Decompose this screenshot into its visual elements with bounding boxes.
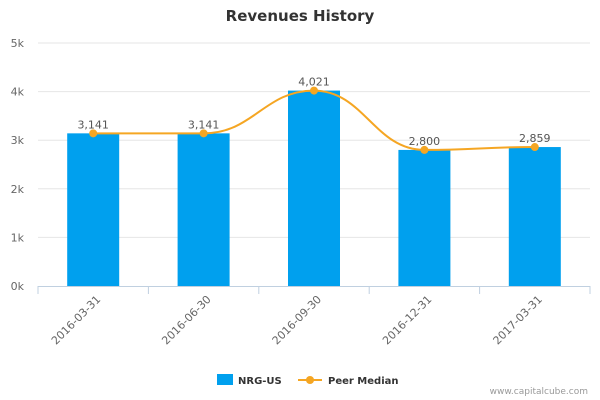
legend-marker-peer [306, 376, 314, 384]
legend[interactable]: NRG-US Peer Median [217, 374, 399, 387]
legend-label-nrg: NRG-US [238, 376, 282, 387]
y-tick-label: 5k [11, 37, 25, 50]
data-label-2016-03-31: 3,141 [77, 118, 109, 131]
y-tick-label: 0k [11, 280, 25, 293]
bar-2016-03-31 [67, 133, 120, 286]
legend-label-peer: Peer Median [328, 376, 399, 387]
data-label-2017-03-31: 2,859 [519, 132, 551, 145]
x-tick-label: 2016-09-30 [270, 293, 324, 347]
y-tick-label: 2k [11, 183, 25, 196]
legend-swatch-nrg [217, 374, 233, 385]
peer-median-point-2017-03-31 [530, 143, 539, 152]
data-label-2016-12-31: 2,800 [409, 135, 441, 148]
peer-median-line-group [89, 86, 539, 154]
bar-2016-06-30 [177, 133, 230, 286]
bar-2016-09-30 [288, 90, 340, 286]
peer-median-point-2016-06-30 [199, 129, 208, 138]
bars-group [67, 90, 561, 286]
x-tick-label: 2016-12-31 [380, 293, 434, 347]
data-label-2016-09-30: 4,021 [298, 76, 330, 89]
bar-2017-03-31 [508, 147, 561, 286]
peer-median-point-2016-03-31 [89, 129, 98, 138]
x-tick-label: 2017-03-31 [491, 293, 545, 347]
source-credit: www.capitalcube.com [490, 387, 588, 397]
peer-median-point-2016-12-31 [420, 145, 429, 154]
y-tick-label: 1k [11, 231, 25, 244]
y-axis-ticks: 0k 1k 2k 3k 4k 5k [11, 37, 25, 293]
data-labels: 3,141 3,141 4,021 2,800 2,859 [77, 76, 550, 148]
y-tick-label: 4k [11, 86, 25, 99]
bar-2016-12-31 [398, 149, 451, 286]
x-tick-label: 2016-03-31 [49, 293, 103, 347]
data-label-2016-06-30: 3,141 [188, 118, 220, 131]
x-tick-label: 2016-06-30 [159, 293, 213, 347]
chart-title: Revenues History [226, 7, 375, 25]
peer-median-point-2016-09-30 [310, 86, 318, 95]
y-tick-label: 3k [11, 134, 25, 147]
x-axis-ticks: 2016-03-31 2016-06-30 2016-09-30 2016-12-31… [49, 293, 545, 347]
x-axis [37, 286, 591, 294]
